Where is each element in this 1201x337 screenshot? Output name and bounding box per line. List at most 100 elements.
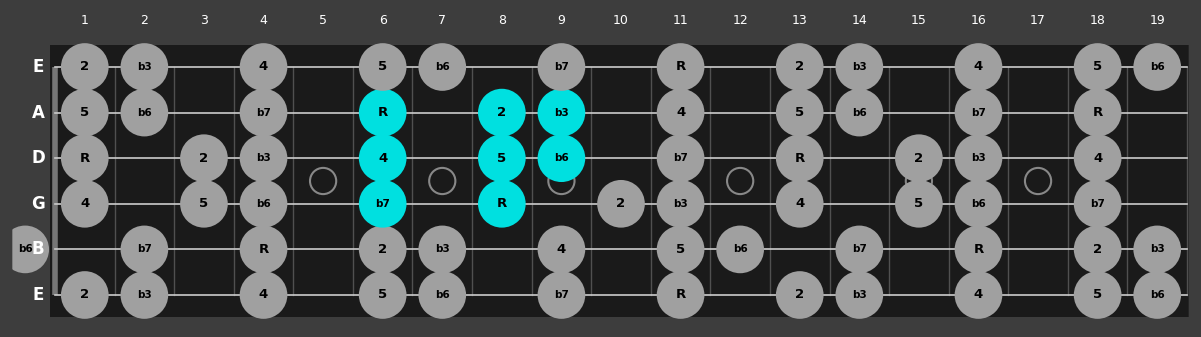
Text: b7: b7	[256, 108, 271, 118]
Circle shape	[538, 134, 585, 182]
Circle shape	[240, 271, 287, 319]
Text: b6: b6	[852, 108, 867, 118]
Text: b3: b3	[852, 290, 867, 300]
Text: b7: b7	[673, 153, 688, 163]
Circle shape	[240, 89, 287, 136]
Text: b7: b7	[852, 244, 867, 254]
Circle shape	[895, 134, 943, 182]
Text: R: R	[1093, 106, 1103, 119]
Circle shape	[657, 225, 705, 273]
Text: 5: 5	[1093, 288, 1103, 302]
Text: 4: 4	[378, 152, 387, 165]
Text: 8: 8	[498, 13, 506, 27]
Circle shape	[836, 271, 883, 319]
Text: b6: b6	[1149, 62, 1165, 72]
Text: 3: 3	[201, 13, 208, 27]
Text: b3: b3	[674, 199, 688, 209]
Text: b6: b6	[1149, 290, 1165, 300]
Circle shape	[955, 225, 1003, 273]
Text: b6: b6	[435, 290, 449, 300]
Circle shape	[776, 43, 824, 91]
Text: 4: 4	[676, 106, 686, 119]
Circle shape	[1074, 134, 1122, 182]
Text: E: E	[32, 58, 43, 76]
Text: 4: 4	[974, 61, 984, 73]
Circle shape	[1134, 271, 1181, 319]
Text: R: R	[497, 197, 507, 210]
Text: 16: 16	[970, 13, 986, 27]
Text: 2: 2	[80, 61, 89, 73]
Text: b3: b3	[972, 153, 986, 163]
FancyBboxPatch shape	[4, 4, 1197, 333]
Text: b3: b3	[435, 244, 449, 254]
Text: 5: 5	[795, 106, 805, 119]
Circle shape	[359, 271, 406, 319]
Text: b6: b6	[972, 199, 986, 209]
Circle shape	[657, 271, 705, 319]
Text: 4: 4	[795, 197, 805, 210]
Text: b6: b6	[554, 153, 569, 163]
Text: b7: b7	[1091, 199, 1105, 209]
Text: 6: 6	[378, 13, 387, 27]
Circle shape	[478, 89, 526, 136]
Circle shape	[657, 89, 705, 136]
Circle shape	[1, 225, 49, 273]
Circle shape	[240, 180, 287, 227]
Circle shape	[359, 43, 406, 91]
Text: 2: 2	[378, 243, 387, 256]
Circle shape	[1074, 180, 1122, 227]
Text: D: D	[31, 149, 44, 167]
Text: 4: 4	[974, 288, 984, 302]
Text: b7: b7	[137, 244, 151, 254]
Circle shape	[61, 271, 108, 319]
Circle shape	[359, 134, 406, 182]
Circle shape	[478, 134, 526, 182]
Text: 5: 5	[676, 243, 685, 256]
Text: A: A	[31, 103, 44, 122]
Circle shape	[657, 43, 705, 91]
Circle shape	[776, 271, 824, 319]
FancyBboxPatch shape	[50, 45, 1193, 317]
Text: R: R	[675, 288, 686, 302]
Text: b3: b3	[256, 153, 271, 163]
Circle shape	[657, 134, 705, 182]
Text: 14: 14	[852, 13, 867, 27]
Circle shape	[1134, 43, 1181, 91]
Text: 2: 2	[497, 106, 507, 119]
Circle shape	[1074, 43, 1122, 91]
Text: b7: b7	[972, 108, 986, 118]
Text: 9: 9	[557, 13, 566, 27]
Circle shape	[955, 271, 1003, 319]
Text: R: R	[79, 152, 90, 165]
Text: b3: b3	[137, 62, 151, 72]
Circle shape	[61, 134, 108, 182]
FancyBboxPatch shape	[55, 45, 1187, 317]
Text: 1: 1	[80, 13, 89, 27]
Text: 18: 18	[1089, 13, 1106, 27]
Circle shape	[836, 225, 883, 273]
Text: 7: 7	[438, 13, 447, 27]
Circle shape	[955, 180, 1003, 227]
Text: b3: b3	[1149, 244, 1165, 254]
Text: 2: 2	[616, 197, 626, 210]
Text: 5: 5	[497, 152, 507, 165]
Circle shape	[418, 225, 466, 273]
Text: 5: 5	[80, 106, 89, 119]
Circle shape	[538, 89, 585, 136]
Text: R: R	[973, 243, 984, 256]
Circle shape	[836, 43, 883, 91]
Circle shape	[478, 180, 526, 227]
Circle shape	[240, 43, 287, 91]
Text: 12: 12	[733, 13, 748, 27]
Text: b3: b3	[852, 62, 867, 72]
Circle shape	[61, 43, 108, 91]
Text: b6: b6	[137, 108, 151, 118]
Text: 2: 2	[795, 288, 805, 302]
Circle shape	[240, 134, 287, 182]
Circle shape	[120, 43, 168, 91]
Text: b6: b6	[18, 244, 32, 254]
Text: b3: b3	[554, 108, 569, 118]
Circle shape	[61, 180, 108, 227]
Text: 15: 15	[910, 13, 927, 27]
Text: 4: 4	[1093, 152, 1103, 165]
